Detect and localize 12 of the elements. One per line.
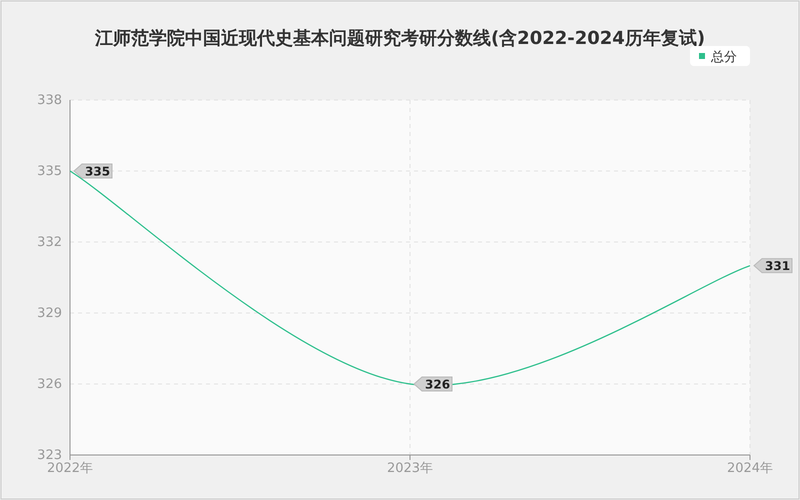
data-label: 331 — [765, 259, 790, 274]
y-tick-label: 335 — [37, 164, 62, 179]
x-tick-label: 2022年 — [46, 461, 94, 476]
y-tick-label: 338 — [37, 93, 62, 108]
chart-title: 江师范学院中国近现代史基本问题研究考研分数线(含2022-2024历年复试) — [94, 28, 706, 49]
y-tick-label: 323 — [37, 448, 62, 463]
x-tick-label: 2023年 — [386, 461, 434, 476]
y-tick-label: 332 — [37, 235, 62, 250]
y-tick-label: 329 — [37, 306, 62, 321]
y-tick-label: 326 — [37, 377, 62, 392]
legend-label: 总分 — [710, 50, 737, 65]
x-tick-label: 2024年 — [726, 461, 774, 476]
